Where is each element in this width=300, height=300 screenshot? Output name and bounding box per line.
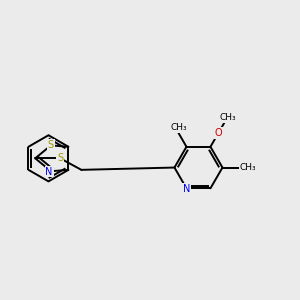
Text: S: S <box>57 153 63 163</box>
Text: CH₃: CH₃ <box>219 113 236 122</box>
Text: N: N <box>183 184 190 194</box>
Text: O: O <box>215 128 222 138</box>
Text: S: S <box>48 140 54 150</box>
Text: CH₃: CH₃ <box>239 163 256 172</box>
Text: CH₃: CH₃ <box>170 123 187 132</box>
Text: N: N <box>45 167 53 177</box>
